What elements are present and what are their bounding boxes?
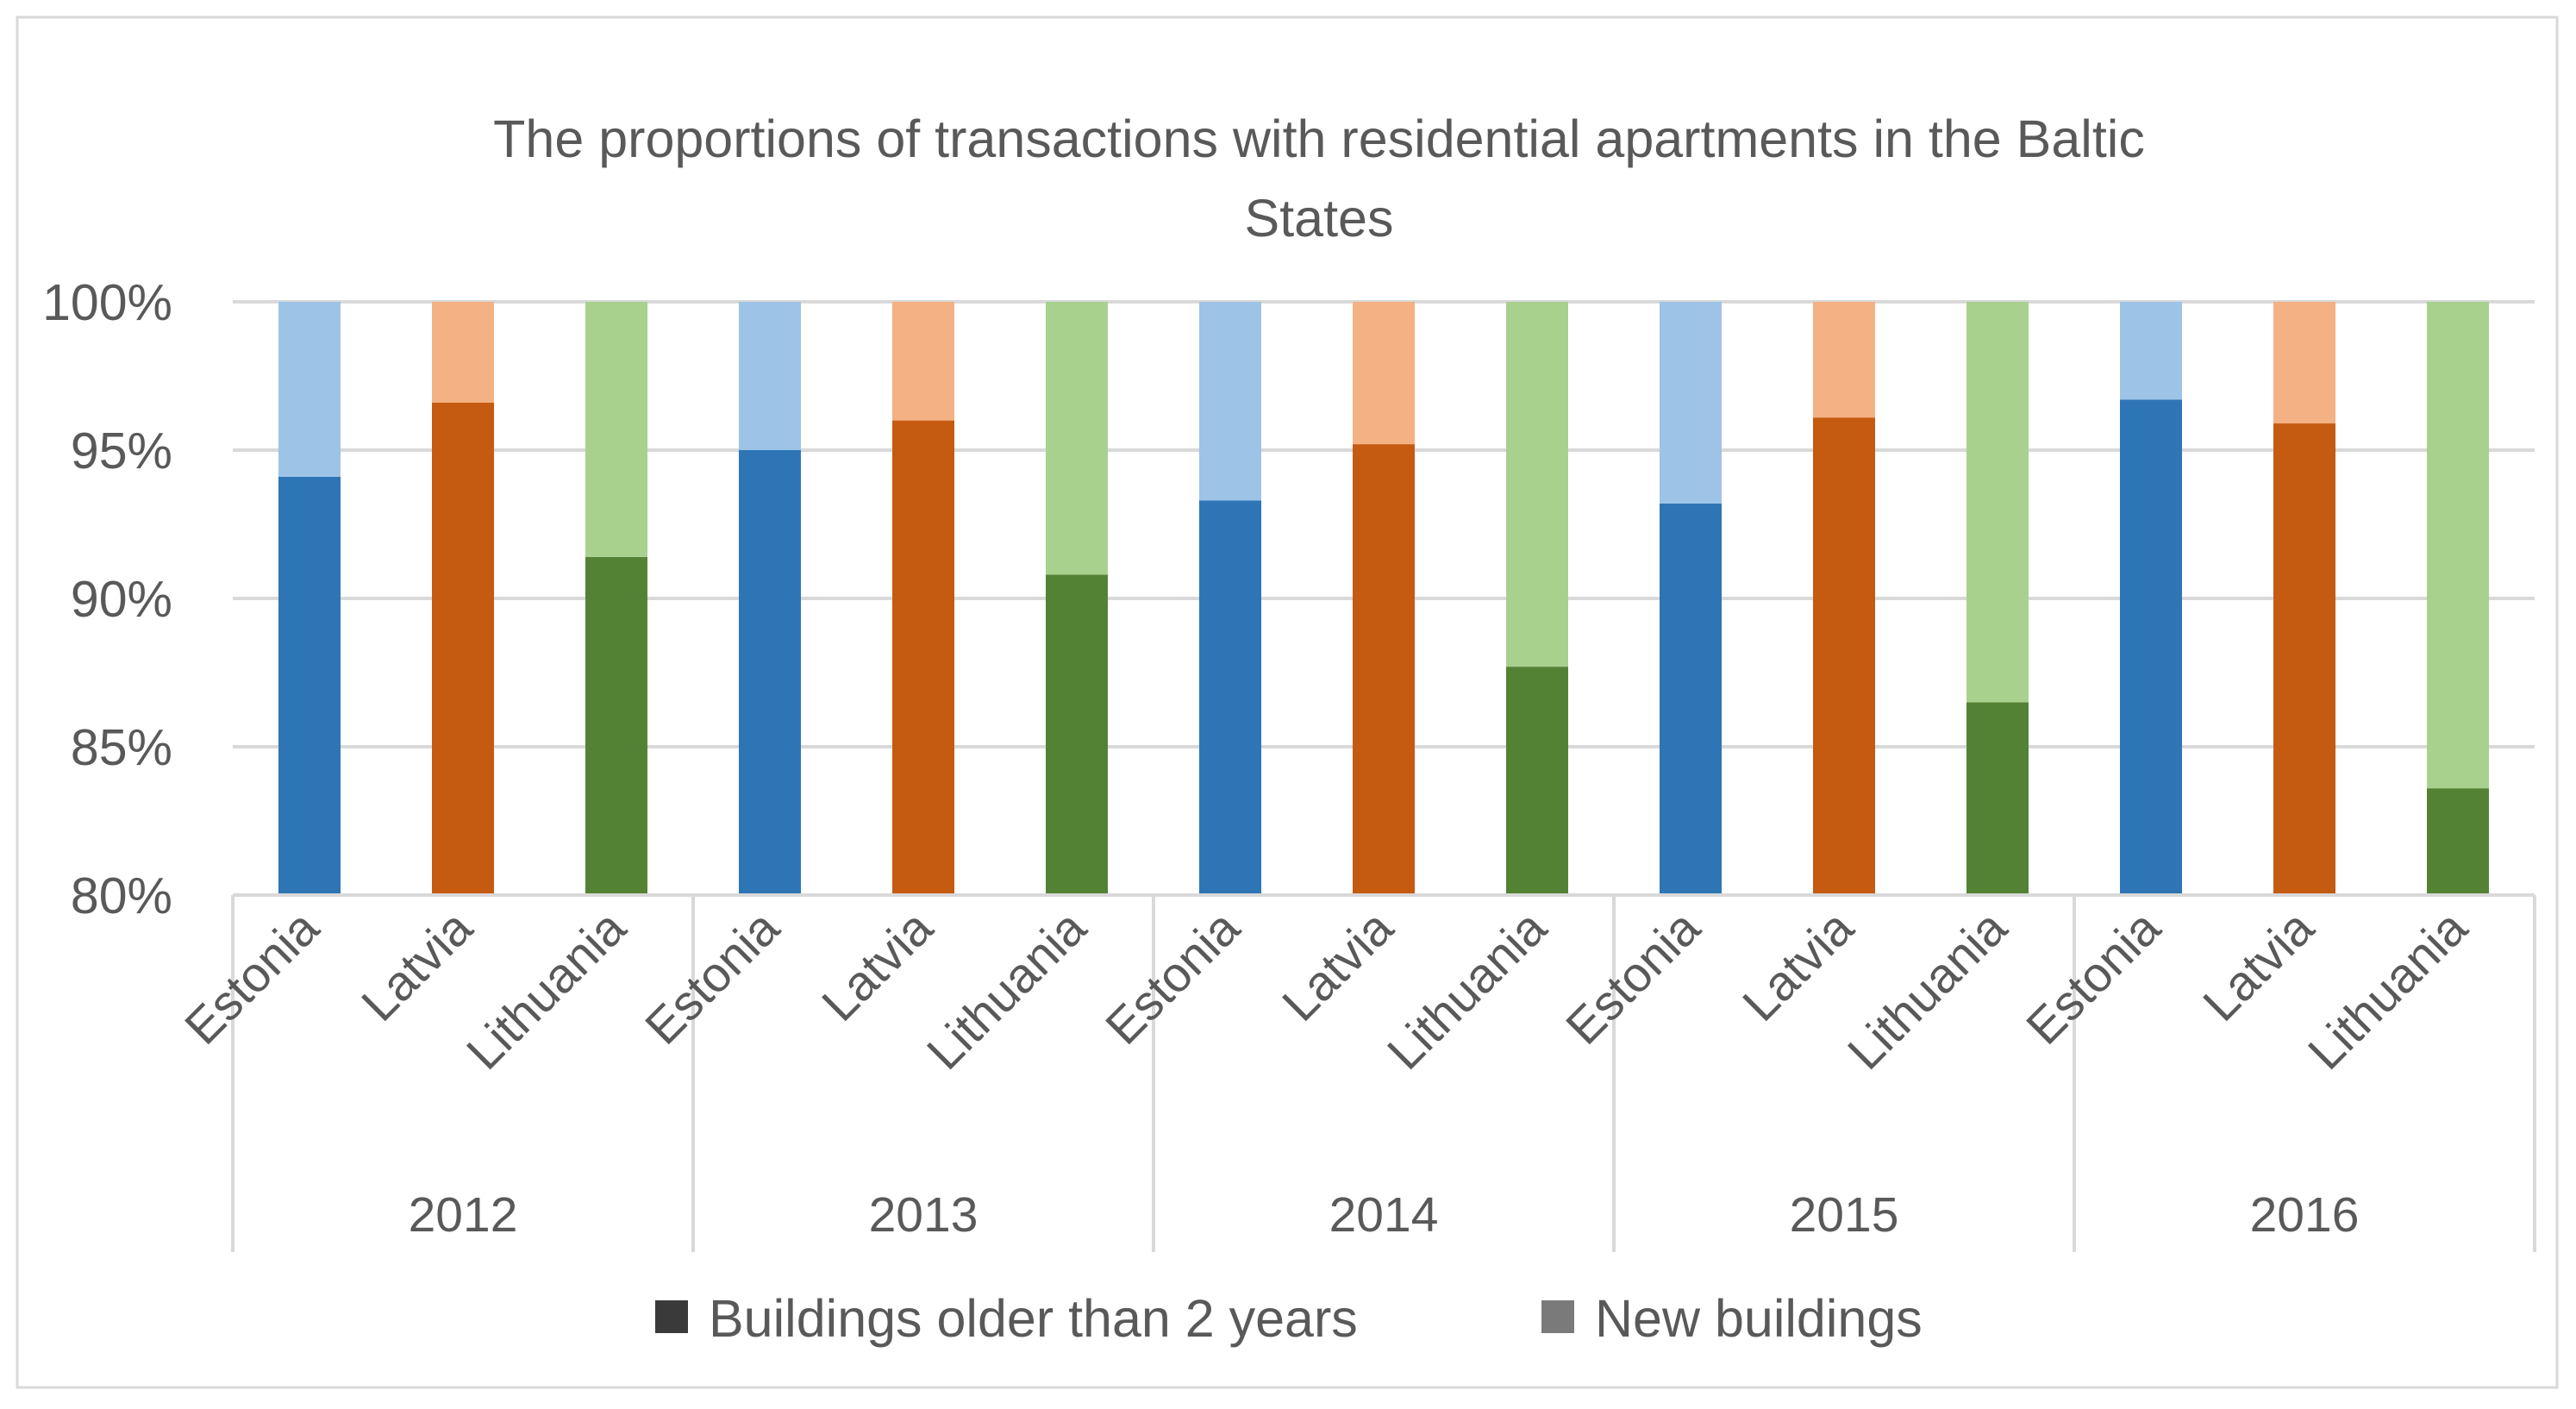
bar-new-lithuania-2013 [1046,302,1108,575]
bar-new-estonia-2012 [278,302,341,477]
bar-older-lithuania-2012 [585,556,647,895]
legend: Buildings older than 2 years New buildin… [655,1289,1923,1348]
bar-new-estonia-2015 [1660,302,1722,504]
x-axis-group-labels: 2012 2013 2014 2015 2016 [409,1187,2360,1243]
bar-new-estonia-2014 [1199,302,1261,501]
legend-swatch-new-buildings [1541,1300,1574,1333]
y-axis-ticks: 100% 95% 90% 85% 80% [42,274,172,924]
legend-label-new-buildings: New buildings [1595,1289,1923,1348]
bar-new-latvia-2013 [892,302,954,421]
bar-new-lithuania-2014 [1506,302,1568,667]
bar-older-estonia-2014 [1199,500,1261,895]
bar-older-lithuania-2013 [1046,574,1108,895]
bar-older-estonia-2015 [1660,503,1722,895]
x-group-label: 2016 [2250,1187,2360,1243]
y-tick-label: 100% [42,274,172,331]
bar-older-lithuania-2014 [1506,667,1568,895]
bar-new-estonia-2013 [739,302,801,450]
bar-new-estonia-2016 [2120,302,2182,400]
bar-older-estonia-2016 [2120,399,2182,895]
bar-older-latvia-2016 [2273,423,2335,895]
bars [278,302,2489,896]
bar-new-latvia-2012 [432,302,494,403]
bar-older-latvia-2015 [1813,417,1875,895]
bar-older-latvia-2013 [892,420,954,896]
y-tick-label: 90% [71,571,172,628]
x-axis [231,893,2536,1252]
x-group-label: 2013 [869,1187,979,1243]
bar-new-lithuania-2016 [2427,302,2489,789]
bar-older-latvia-2012 [432,402,494,896]
bar-older-latvia-2014 [1353,444,1415,895]
x-group-label: 2015 [1790,1187,1899,1243]
bar-new-latvia-2014 [1353,302,1415,445]
legend-label-older-buildings: Buildings older than 2 years [709,1289,1358,1348]
bar-new-lithuania-2015 [1966,302,2029,703]
bar-new-latvia-2016 [2273,302,2335,424]
bar-new-lithuania-2012 [585,302,647,557]
chart-title-line-2: States [1245,189,1394,247]
bar-older-lithuania-2015 [1966,702,2029,895]
bar-new-latvia-2015 [1813,302,1875,418]
legend-swatch-older-buildings [655,1300,688,1333]
chart-title-line-1: The proportions of transactions with res… [493,110,2145,168]
x-group-label: 2014 [1329,1187,1439,1243]
bar-older-estonia-2012 [278,476,341,895]
bar-older-lithuania-2016 [2427,788,2489,895]
y-tick-label: 95% [71,423,172,479]
x-group-label: 2012 [409,1187,518,1243]
y-tick-label: 80% [71,867,172,924]
y-tick-label: 85% [71,719,172,776]
bar-older-estonia-2013 [739,450,801,895]
